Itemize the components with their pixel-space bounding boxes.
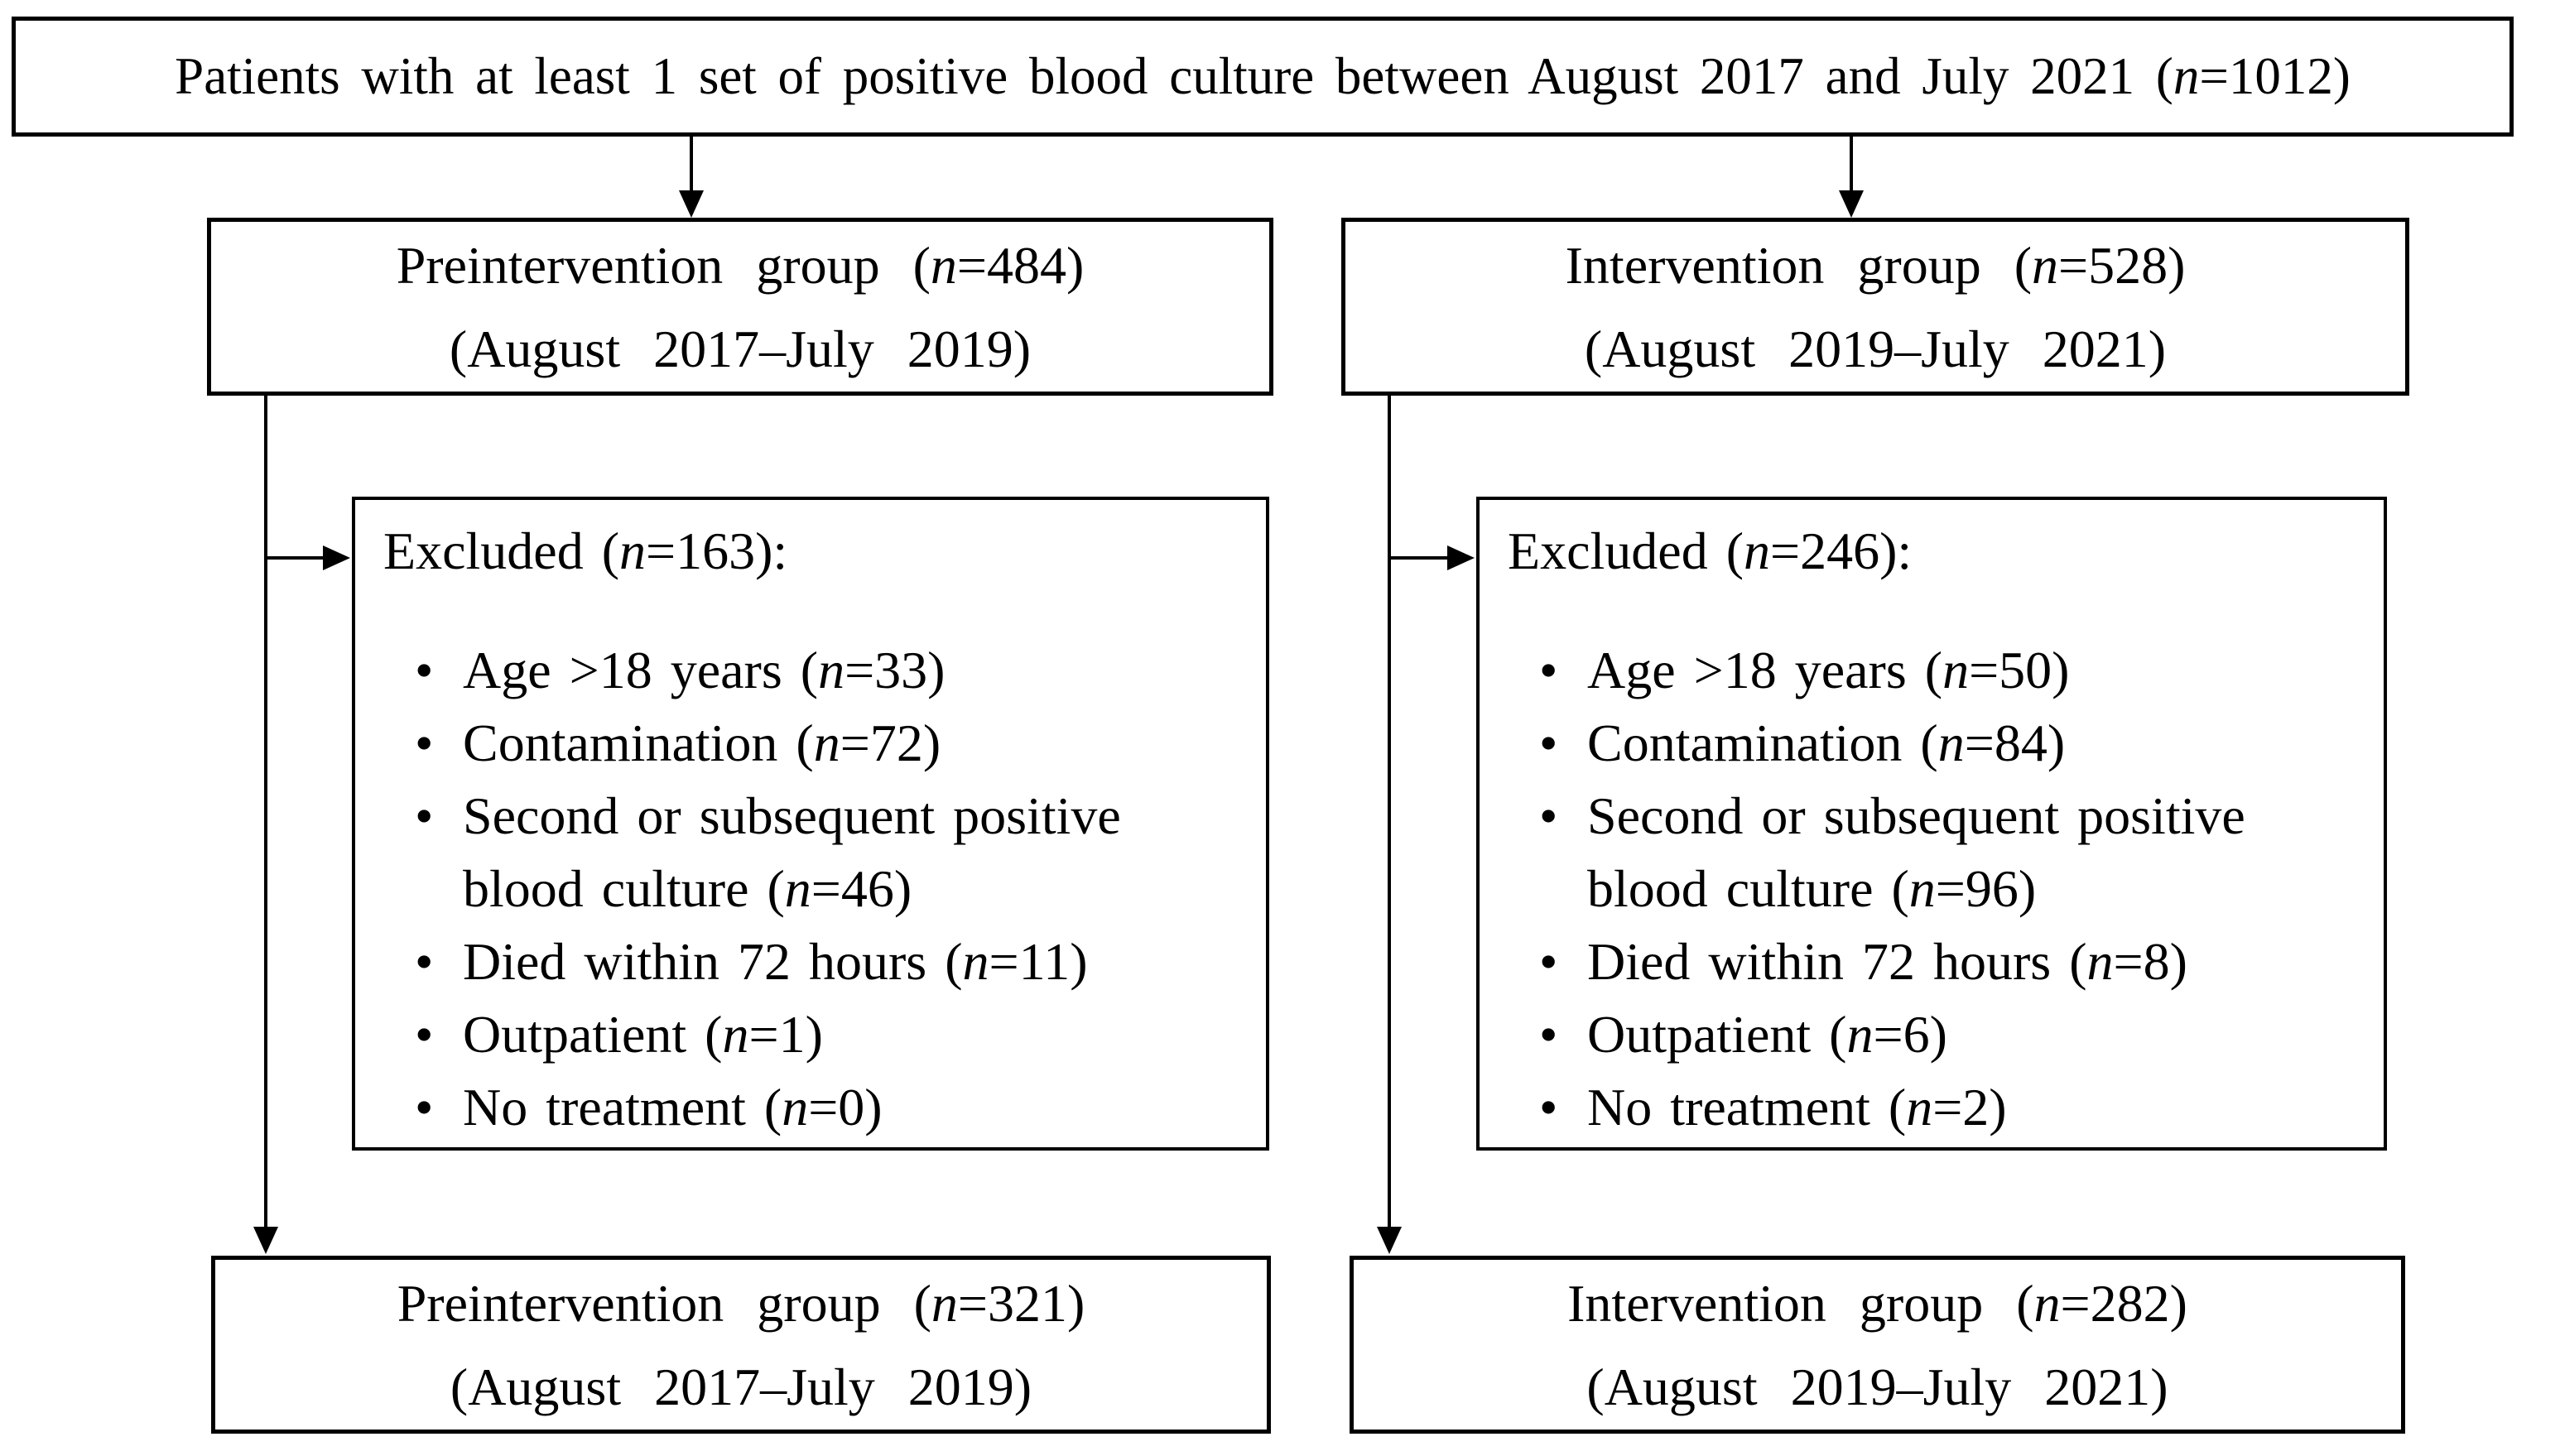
list-item: • No treatment (n=2) xyxy=(1539,1071,2360,1144)
list-item-text: Second or subsequent positive blood cult… xyxy=(463,786,1121,918)
list-item: • Died within 72 hours (n=11) xyxy=(415,925,1243,998)
int-group-line2: (August 2019–July 2021) xyxy=(1584,319,2167,378)
pre-group-line2: (August 2017–July 2019) xyxy=(449,319,1032,378)
list-item-text: No treatment (n=2) xyxy=(1587,1078,2007,1136)
pre-group-line1: Preintervention group (n=484) xyxy=(396,235,1085,295)
pre-excluded-heading: Excluded (n=163): xyxy=(383,521,788,580)
pre-final-box: Preintervention group (n=321) (August 20… xyxy=(211,1256,1271,1434)
int-excluded-heading: Excluded (n=246): xyxy=(1508,521,1913,580)
list-item: • Outpatient (n=1) xyxy=(415,998,1243,1071)
int-group-line1: Intervention group (n=528) xyxy=(1565,235,2186,295)
bullet-icon: • xyxy=(415,1078,434,1136)
list-item-text: Age >18 years (n=50) xyxy=(1587,641,2070,699)
int-final-line1: Intervention group (n=282) xyxy=(1567,1273,2187,1333)
int-group-box: Intervention group (n=528) (August 2019–… xyxy=(1341,218,2409,396)
list-item-text: No treatment (n=0) xyxy=(463,1078,883,1136)
arrow-right-head-pre-excluded-icon xyxy=(323,545,350,570)
list-item: • Second or subsequent positive blood cu… xyxy=(1539,780,2360,925)
bullet-icon: • xyxy=(415,641,434,699)
int-final-line2: (August 2019–July 2021) xyxy=(1586,1357,2168,1416)
bullet-icon: • xyxy=(415,714,434,772)
bullet-icon: • xyxy=(1539,1005,1558,1064)
bullet-icon: • xyxy=(1539,641,1558,699)
list-item-text: Died within 72 hours (n=11) xyxy=(463,932,1088,991)
bullet-icon: • xyxy=(415,932,434,991)
int-excluded-list: • Age >18 years (n=50) • Contamination (… xyxy=(1480,634,2384,1144)
list-item-text: Age >18 years (n=33) xyxy=(463,641,946,699)
list-item: • No treatment (n=0) xyxy=(415,1071,1243,1144)
bullet-icon: • xyxy=(1539,786,1558,845)
list-item-text: Outpatient (n=1) xyxy=(463,1005,823,1064)
list-item: • Age >18 years (n=50) xyxy=(1539,634,2360,707)
bullet-icon: • xyxy=(415,786,434,845)
list-item-text: Outpatient (n=6) xyxy=(1587,1005,1947,1064)
int-final-box: Intervention group (n=282) (August 2019–… xyxy=(1350,1256,2405,1434)
arrow-down-head-pre-final-icon xyxy=(253,1227,278,1254)
list-item: • Age >18 years (n=33) xyxy=(415,634,1243,707)
list-item: • Contamination (n=72) xyxy=(415,707,1243,780)
list-item-text: Died within 72 hours (n=8) xyxy=(1587,932,2187,991)
pre-group-box: Preintervention group (n=484) (August 20… xyxy=(207,218,1273,396)
pre-excluded-box: Excluded (n=163): • Age >18 years (n=33)… xyxy=(352,497,1269,1151)
enrollment-text: Patients with at least 1 set of positive… xyxy=(175,47,2351,105)
list-item: • Second or subsequent positive blood cu… xyxy=(415,780,1243,925)
enrollment-box: Patients with at least 1 set of positive… xyxy=(12,17,2514,137)
arrow-down-head-pre-group-icon xyxy=(679,190,704,218)
bullet-icon: • xyxy=(415,1005,434,1064)
pre-final-line1: Preintervention group (n=321) xyxy=(397,1273,1085,1333)
pre-final-line2: (August 2017–July 2019) xyxy=(450,1357,1032,1416)
int-excluded-box: Excluded (n=246): • Age >18 years (n=50)… xyxy=(1476,497,2387,1151)
list-item-text: Contamination (n=84) xyxy=(1587,714,2066,772)
list-item: • Contamination (n=84) xyxy=(1539,707,2360,780)
bullet-icon: • xyxy=(1539,1078,1558,1136)
pre-excluded-list: • Age >18 years (n=33) • Contamination (… xyxy=(355,634,1266,1144)
arrow-down-head-int-final-icon xyxy=(1377,1227,1402,1254)
list-item: • Died within 72 hours (n=8) xyxy=(1539,925,2360,998)
arrow-right-head-int-excluded-icon xyxy=(1447,545,1475,570)
list-item-text: Second or subsequent positive blood cult… xyxy=(1587,786,2245,918)
bullet-icon: • xyxy=(1539,714,1558,772)
list-item: • Outpatient (n=6) xyxy=(1539,998,2360,1071)
list-item-text: Contamination (n=72) xyxy=(463,714,941,772)
bullet-icon: • xyxy=(1539,932,1558,991)
arrow-down-head-int-group-icon xyxy=(1839,190,1864,218)
